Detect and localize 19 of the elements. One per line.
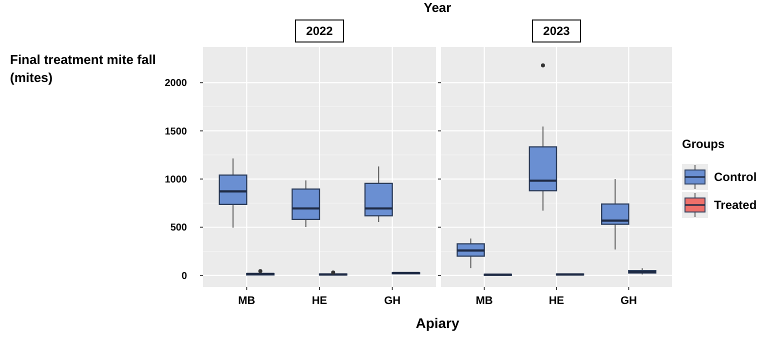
chart-title: Year xyxy=(424,0,452,15)
chart-subtitle: 2022 xyxy=(306,24,334,38)
y-tick-label: 0 xyxy=(181,270,188,282)
y-tick-label: 500 xyxy=(170,222,188,234)
legend-label: Control xyxy=(714,170,757,184)
x-axis-title: Apiary xyxy=(416,315,460,331)
legend-title: Groups xyxy=(682,137,725,151)
y-axis-title: Final treatment mite fall (mites) xyxy=(10,52,156,85)
x-tick-label: GH xyxy=(384,295,401,307)
x-tick-label: HE xyxy=(548,295,564,307)
x-tick-label: MB xyxy=(238,295,256,307)
x-tick-label: GH xyxy=(620,295,637,307)
y-tick-label: 2000 xyxy=(164,78,188,90)
x-tick-label: MB xyxy=(476,295,493,307)
chart-subtitle: 2023 xyxy=(543,24,570,38)
y-tick-label: 1000 xyxy=(164,174,188,186)
legend-label: Treated xyxy=(714,198,757,212)
y-tick-label: 1500 xyxy=(164,126,188,138)
x-tick-label: HE xyxy=(312,295,328,307)
